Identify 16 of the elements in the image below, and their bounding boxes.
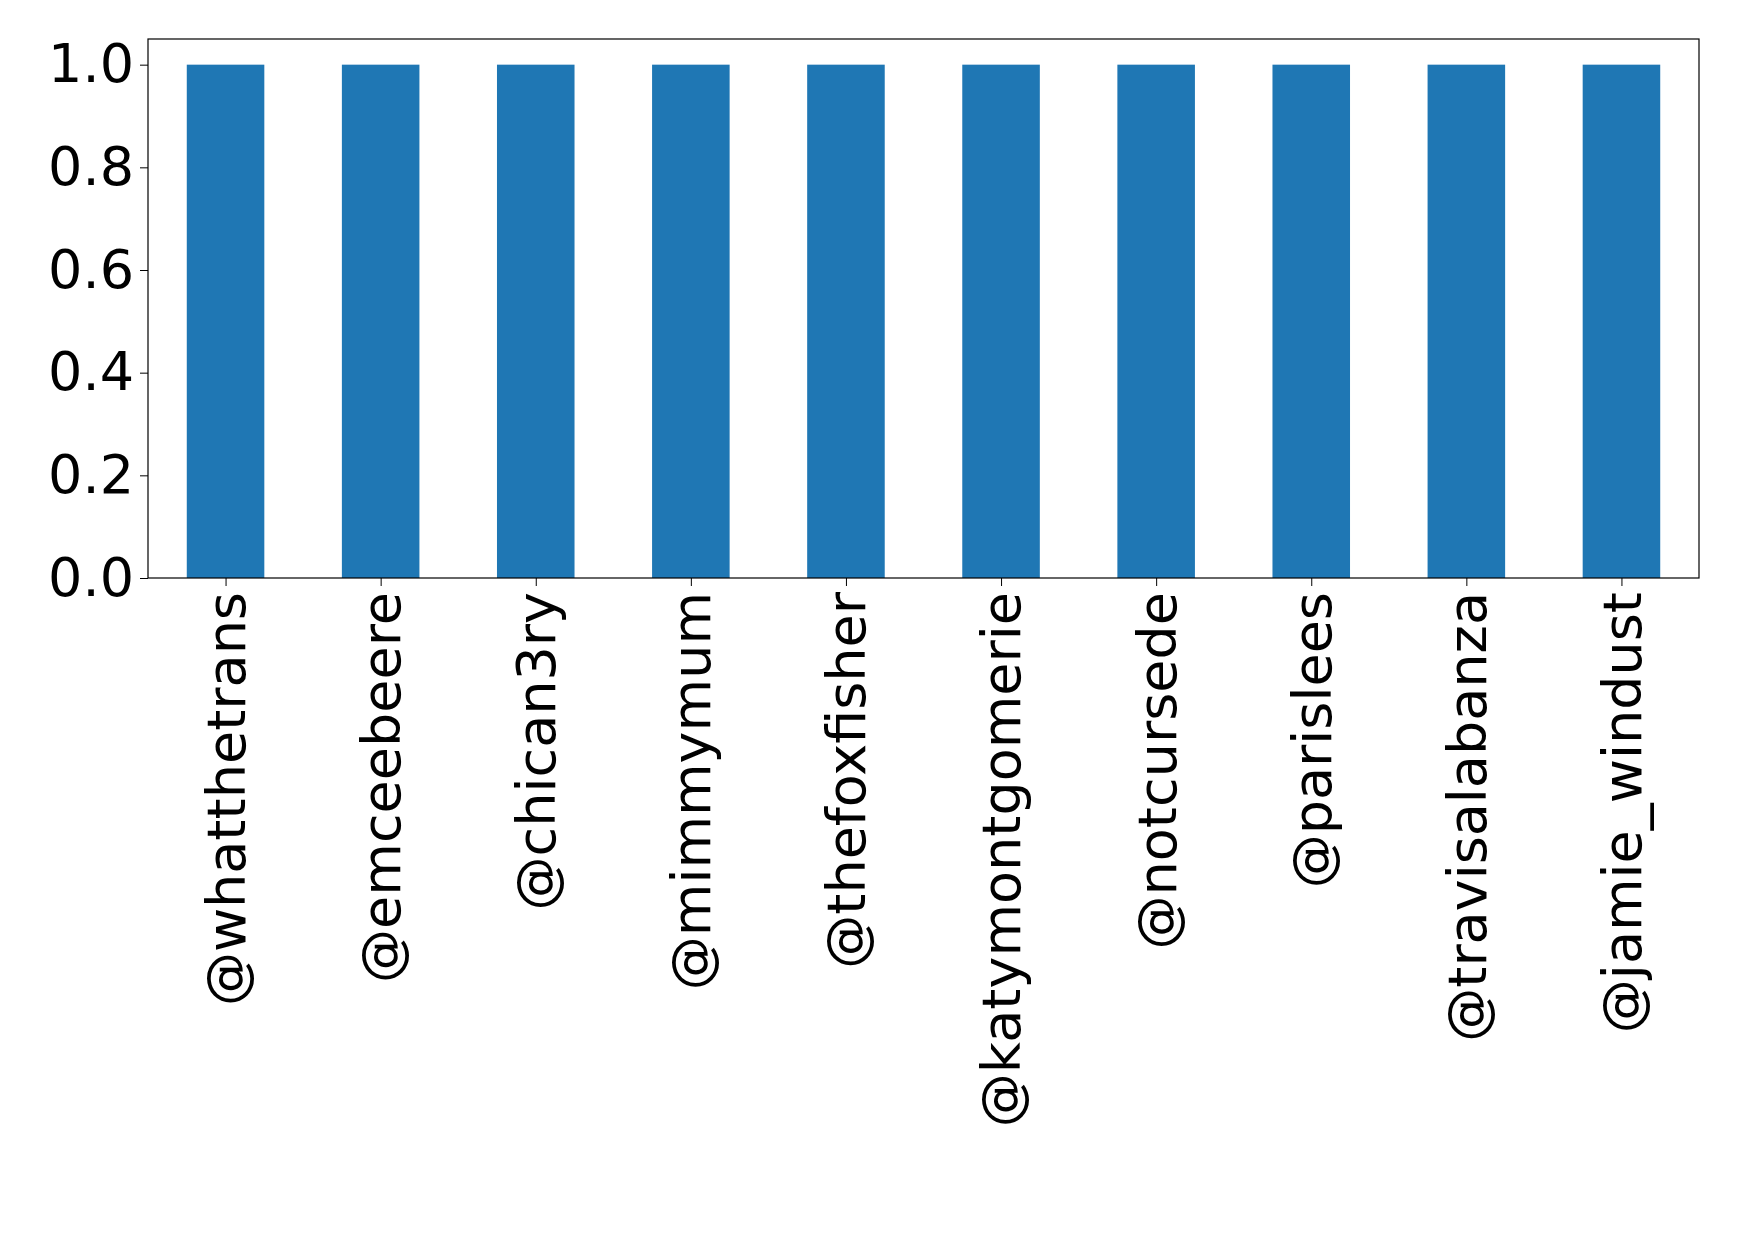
x-tick-label: @thefoxfisher bbox=[815, 591, 879, 969]
x-tick-label: @emceebeere bbox=[350, 592, 414, 983]
y-tick-label: 0.6 bbox=[48, 237, 134, 301]
y-tick-label: 0.2 bbox=[48, 443, 134, 507]
x-tick-label: @travisalabanza bbox=[1435, 592, 1499, 1042]
y-tick-label: 1.0 bbox=[48, 32, 134, 96]
x-tick-label: @jamie_windust bbox=[1590, 592, 1654, 1034]
y-tick-label: 0.4 bbox=[48, 340, 134, 404]
y-tick-label: 0.0 bbox=[48, 545, 134, 609]
x-tick-label: @katymontgomerie bbox=[970, 592, 1034, 1128]
x-tick-label: @notcursede bbox=[1125, 592, 1189, 950]
x-tick-label: @mimmymum bbox=[660, 592, 724, 991]
x-tick-label: @chican3ry bbox=[505, 592, 569, 911]
y-tick-label: 0.8 bbox=[48, 135, 134, 199]
x-tick-label: @whatthetrans bbox=[194, 592, 258, 1007]
x-tick-label: @parislees bbox=[1280, 592, 1344, 889]
